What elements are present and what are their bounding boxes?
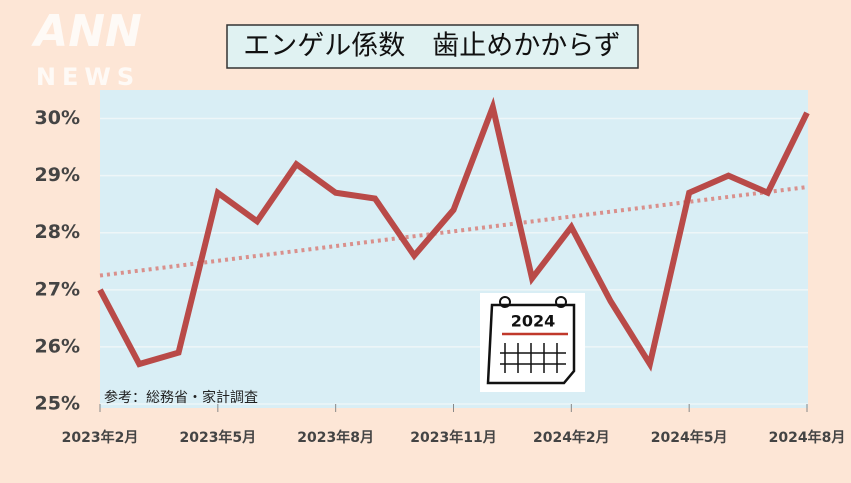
x-tick-label: 2023年11月 bbox=[410, 429, 496, 446]
chart-title: エンゲル係数 歯止めかからず bbox=[243, 31, 620, 62]
x-tick-label: 2024年8月 bbox=[769, 429, 846, 446]
x-tick-label: 2024年2月 bbox=[533, 429, 610, 446]
icon-ring bbox=[499, 296, 511, 308]
y-tick-label: 30% bbox=[35, 107, 80, 129]
source-note: 参考：総務省・家計調査 bbox=[104, 389, 258, 406]
plot-area bbox=[100, 90, 808, 408]
y-tick-label: 28% bbox=[35, 221, 80, 243]
icon-grid bbox=[500, 343, 566, 373]
data-line bbox=[97, 96, 810, 372]
title-box bbox=[226, 24, 639, 69]
logo-bottom: NEWS bbox=[36, 63, 140, 91]
y-tick-label: 26% bbox=[35, 335, 80, 357]
icon-ring bbox=[555, 296, 567, 308]
x-tick-label: 2024年5月 bbox=[651, 429, 728, 446]
x-tick-label: 2023年5月 bbox=[179, 429, 256, 446]
y-tick-label: 29% bbox=[35, 164, 80, 186]
icon-label: 2024 bbox=[511, 312, 556, 331]
logo-top: ANN bbox=[31, 6, 142, 57]
y-tick-label: 27% bbox=[35, 278, 80, 300]
x-tick-label: 2023年2月 bbox=[62, 429, 139, 446]
y-tick-label: 25% bbox=[35, 393, 80, 415]
calendar-icon: 2024 bbox=[480, 293, 585, 392]
x-tick-label: 2023年8月 bbox=[297, 429, 374, 446]
